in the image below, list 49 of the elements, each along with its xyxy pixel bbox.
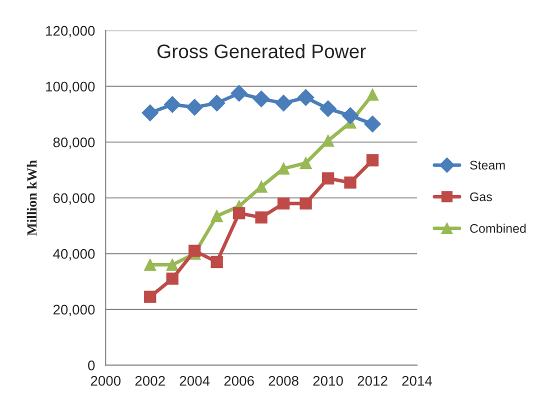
- point: [275, 94, 292, 112]
- x-tick-label: 2004: [180, 376, 210, 386]
- y-tick-label: 20,000: [53, 304, 95, 316]
- point: [277, 162, 290, 175]
- point: [366, 88, 379, 101]
- x-tick-label: 2014: [402, 376, 432, 386]
- point: [366, 154, 379, 166]
- legend-label: Gas: [470, 192, 492, 202]
- x-tick-label: 2010: [313, 376, 343, 386]
- y-axis-title: Million kWh: [26, 160, 37, 236]
- point: [252, 90, 270, 108]
- point: [320, 100, 336, 118]
- point: [210, 210, 223, 222]
- x-tick-label: 2000: [90, 376, 121, 386]
- y-tick-label: 60,000: [53, 193, 95, 205]
- y-tick-label: 80,000: [53, 137, 95, 149]
- y-tick-label: 0: [88, 360, 95, 370]
- point: [255, 211, 268, 224]
- x-tick-label: 2002: [135, 376, 165, 386]
- point: [300, 156, 312, 170]
- point: [166, 258, 178, 271]
- point: [322, 134, 334, 147]
- point: [233, 207, 246, 220]
- x-tick-label: 2006: [224, 376, 254, 386]
- point: [277, 197, 290, 210]
- point: [144, 258, 156, 271]
- legend-label: Combined: [470, 224, 526, 233]
- point: [208, 94, 226, 112]
- point: [322, 172, 334, 184]
- point: [230, 84, 248, 102]
- point: [144, 290, 156, 303]
- text: Gross Generated Power: [157, 44, 366, 58]
- point: [164, 96, 181, 113]
- point: [188, 244, 201, 257]
- point: [142, 104, 158, 122]
- y-tick-label: 100,000: [46, 82, 95, 94]
- point: [297, 89, 314, 106]
- point: [300, 197, 312, 210]
- legend-label: Steam: [470, 160, 505, 170]
- point: [186, 98, 203, 116]
- point: [344, 176, 356, 189]
- point: [166, 272, 178, 285]
- point: [364, 116, 381, 132]
- y-tick-label: 120,000: [46, 26, 95, 38]
- y-tick-label: 40,000: [53, 248, 95, 260]
- point: [342, 107, 359, 124]
- x-tick-label: 2012: [358, 376, 388, 386]
- x-tick-label: 2008: [268, 376, 298, 386]
- point: [210, 256, 223, 268]
